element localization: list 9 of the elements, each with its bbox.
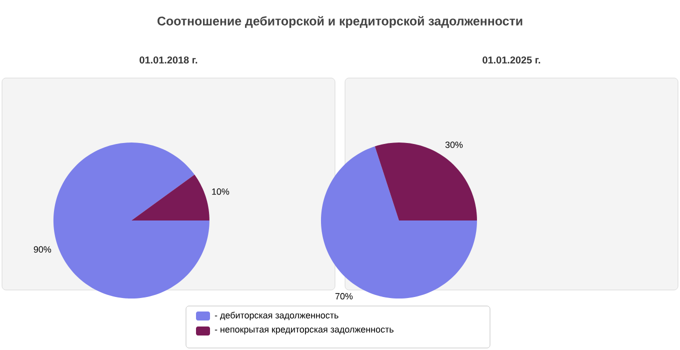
data-label: 90% [34,246,52,253]
data-label: 70% [335,293,353,300]
chart-subtitle: 01.01.2018 г. [140,56,198,64]
legend-label: - непокрытая кредиторская задолженность [214,328,394,334]
data-label: 10% [212,188,230,195]
chart-title: Соотношение дебиторской и кредиторской задолженности [158,16,522,28]
legend-label: - дебиторская задолженность [214,312,338,320]
text: 01.01.2025 г. [482,56,540,64]
data-label: 30% [445,142,463,148]
